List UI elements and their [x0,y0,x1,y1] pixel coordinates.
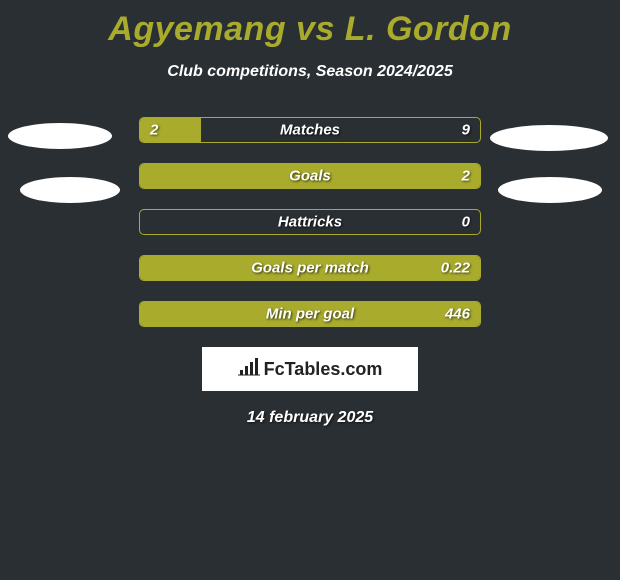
decorative-ellipse [490,125,608,151]
stat-row: 2 Matches 9 [139,117,481,143]
stat-label: Hattricks [278,214,342,231]
comparison-subtitle: Club competitions, Season 2024/2025 [0,63,620,81]
stat-row: Goals per match 0.22 [139,255,481,281]
stat-row: Hattricks 0 [139,209,481,235]
stat-value-right: 0 [462,214,470,231]
stat-row: Goals 2 [139,163,481,189]
decorative-ellipse [20,177,120,203]
stat-label: Goals per match [251,260,369,277]
stat-label: Goals [289,168,331,185]
bar-chart-icon [238,358,260,381]
logo-text: FcTables.com [264,359,383,380]
comparison-date: 14 february 2025 [0,409,620,427]
stat-value-right: 9 [462,122,470,139]
stat-row: Min per goal 446 [139,301,481,327]
comparison-title: Agyemang vs L. Gordon [0,0,620,49]
stat-value-right: 446 [445,306,470,323]
stat-value-right: 2 [462,168,470,185]
stat-label: Matches [280,122,340,139]
decorative-ellipse [8,123,112,149]
decorative-ellipse [498,177,602,203]
stat-label: Min per goal [266,306,354,323]
stat-value-right: 0.22 [441,260,470,277]
logo-box[interactable]: FcTables.com [202,347,418,391]
logo: FcTables.com [238,358,383,381]
stat-value-left: 2 [150,122,158,139]
